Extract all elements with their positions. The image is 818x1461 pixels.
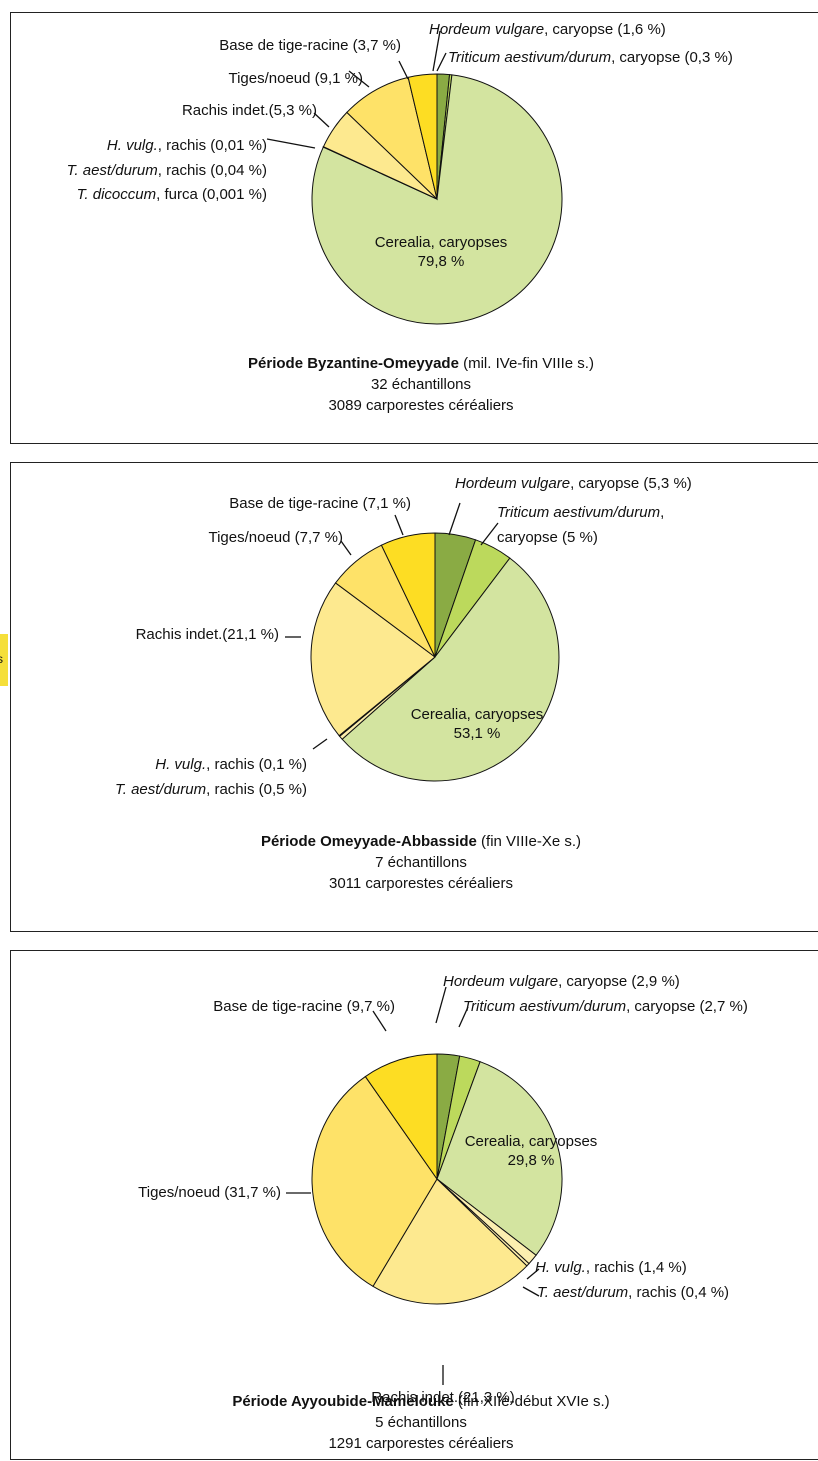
label-cerealia-value: 53,1 % <box>453 725 501 742</box>
caption-count: 3089 carporestes céréaliers <box>328 397 514 414</box>
label-hvulg-rachis: H. vulg., rachis (0,01 %) <box>106 137 267 154</box>
label-triticum-caryopse: Triticum aestivum/durum, caryopse (0,3 %… <box>448 49 733 66</box>
label-cerealia: Cerealia, caryopses <box>374 234 508 251</box>
pie-slice-rachis-indet <box>372 1178 528 1305</box>
label-hvulg-rachis: H. vulg., rachis (0,1 %) <box>155 756 307 773</box>
pie-chart-svg <box>286 986 563 1385</box>
pie-slice-cerealia-caryopses <box>436 1061 563 1256</box>
label-rachis-indet: Rachis indet.(5,3 %) <box>181 102 317 119</box>
label-hordeum-caryopse: Hordeum vulgare, caryopse (5,3 %) <box>455 475 692 492</box>
chart-panel-omeyyade-abbasside: Hordeum vulgare, caryopse (5,3 %) Tritic… <box>10 462 818 932</box>
label-triticum-caryopse: Triticum aestivum/durum, <box>497 504 665 521</box>
label-triticum-caryopse: Triticum aestivum/durum, caryopse (2,7 %… <box>463 998 748 1015</box>
label-rachis-indet: Rachis indet.(21,1 %) <box>135 626 279 643</box>
pie-slice-base-de-tige-racine <box>380 532 436 658</box>
label-cerealia-value: 79,8 % <box>417 253 465 270</box>
label-taest-rachis: T. aest/durum, rachis (0,5 %) <box>114 781 307 798</box>
edge-tab-text: s <box>0 652 3 666</box>
label-hordeum-caryopse: Hordeum vulgare, caryopse (2,9 %) <box>443 973 680 990</box>
label-tiges-noeud: Tiges/noeud (7,7 %) <box>208 529 343 546</box>
label-cerealia: Cerealia, caryopses <box>464 1133 598 1150</box>
pie-chart-svg <box>266 30 563 325</box>
pie-slice-cerealia-caryopses <box>341 557 560 782</box>
label-tiges-noeud: Tiges/noeud (9,1 %) <box>228 70 363 87</box>
label-cerealia: Cerealia, caryopses <box>410 706 544 723</box>
label-tdicoccum-furca: T. dicoccum, furca (0,001 %) <box>76 186 267 203</box>
pie-slice-rachis-indet <box>310 582 436 737</box>
caption-title: Période Byzantine-Omeyyade (mil. IVe-fin… <box>248 355 594 372</box>
edge-tab: s <box>0 634 8 686</box>
label-base-tige-racine: Base de tige-racine (3,7 %) <box>219 37 401 54</box>
label-taest-rachis: T. aest/durum, rachis (0,04 %) <box>66 162 267 179</box>
caption-samples: 32 échantillons <box>370 376 472 393</box>
label-cerealia-value: 29,8 % <box>507 1152 555 1169</box>
label-base-tige-racine: Base de tige-racine (9,7 %) <box>213 998 395 1015</box>
label-tiges-noeud: Tiges/noeud (31,7 %) <box>138 1184 281 1201</box>
caption-title: Période Ayyoubide-Mamelouke (fin XIIe-dé… <box>232 1393 610 1410</box>
pie-slice-base-de-tige-racine <box>364 1053 438 1181</box>
label-hvulg-rachis: H. vulg., rachis (1,4 %) <box>535 1259 687 1276</box>
label-base-tige-racine: Base de tige-racine (7,1 %) <box>229 495 411 512</box>
pie-chart-svg <box>285 502 560 782</box>
label-rachis-indet: Rachis indet.(21,3 %) <box>371 1389 515 1406</box>
label-hordeum-caryopse: Hordeum vulgare, caryopse (1,6 %) <box>429 21 666 38</box>
chart-panel-byzantine-omeyyade: Hordeum vulgare, caryopse (1,6 %) Tritic… <box>10 12 818 444</box>
caption-count: 3011 carporestes céréaliers <box>329 875 513 892</box>
chart-panel-ayyoubide-mamelouke: Hordeum vulgare, caryopse (2,9 %) Tritic… <box>10 950 818 1460</box>
chart-caption: Période Omeyyade-Abbasside (fin VIIIe-Xe… <box>11 831 818 894</box>
label-taest-rachis: T. aest/durum, rachis (0,4 %) <box>537 1284 730 1301</box>
caption-count: 1291 carporestes céréaliers <box>328 1435 514 1452</box>
caption-samples: 5 échantillons <box>375 1414 467 1431</box>
label-triticum-caryopse-line2: caryopse (5 %) <box>497 529 598 546</box>
caption-samples: 7 échantillons <box>375 854 467 871</box>
chart-caption: Période Byzantine-Omeyyade (mil. IVe-fin… <box>11 353 818 416</box>
chart-caption: Période Ayyoubide-Mamelouke (fin XIIe-dé… <box>11 1391 818 1454</box>
pie-slice-base-de-tige-racine <box>407 73 438 200</box>
pie-slice-tiges-noeud <box>311 1075 438 1288</box>
caption-title: Période Omeyyade-Abbasside (fin VIIIe-Xe… <box>260 833 582 850</box>
